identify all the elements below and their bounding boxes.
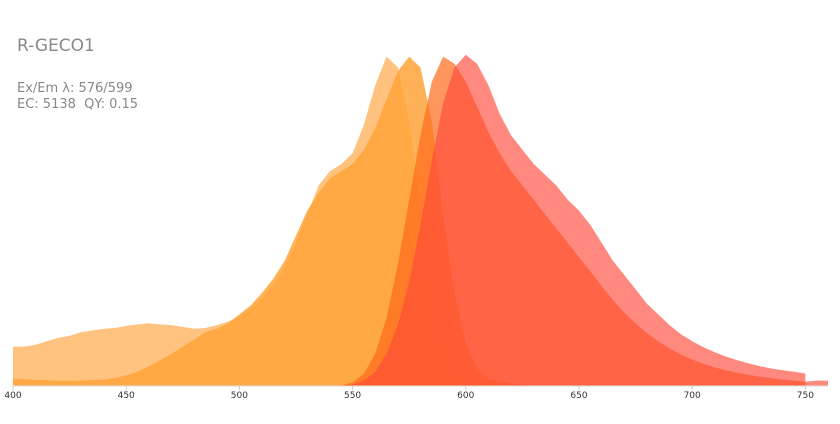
- x-tick-label-700: 700: [684, 391, 701, 401]
- x-tick-label-400: 400: [4, 391, 21, 401]
- x-tick-label-750: 750: [797, 391, 814, 401]
- ex-em-wavelength: Ex/Em λ: 576/599: [17, 81, 133, 96]
- x-tick-label-550: 550: [344, 391, 361, 401]
- x-tick-label-450: 450: [118, 391, 135, 401]
- spectrum-areas: [13, 54, 828, 387]
- x-tick-label-500: 500: [231, 391, 248, 401]
- x-tick-label-650: 650: [570, 391, 587, 401]
- chart-title: R-GECO1: [17, 36, 95, 56]
- x-axis-ticks: 400 450 500 550 600 650 700 750: [4, 386, 814, 401]
- x-tick-label-600: 600: [457, 391, 474, 401]
- spectrum-area-emission-2: [339, 54, 828, 387]
- ec-qy-values: EC: 5138 QY: 0.15: [17, 97, 139, 112]
